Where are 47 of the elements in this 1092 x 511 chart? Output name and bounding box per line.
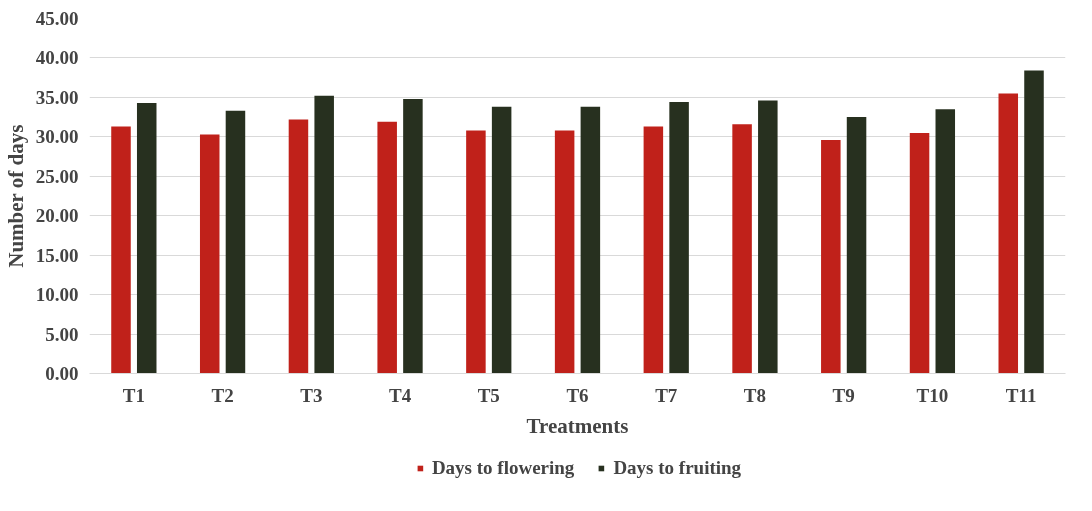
bar [1024,70,1044,374]
bar [199,134,220,374]
y-tick-label: 5.00 [45,323,79,345]
y-tick-label: 20.00 [35,205,79,227]
bar [314,95,334,374]
bar [225,110,246,374]
x-tick-label: T9 [832,384,855,406]
bar [732,124,752,374]
bar [466,130,486,374]
bar [669,102,689,374]
x-tick-label: T10 [916,384,949,406]
bar [111,126,131,374]
legend-label: Days to flowering [431,456,575,479]
y-tick-label: 25.00 [35,165,79,187]
y-tick-label: 15.00 [35,244,79,266]
bar [491,106,512,374]
bar [909,132,930,374]
y-tick-label: 40.00 [35,47,79,69]
y-tick-label: 10.00 [35,284,79,306]
y-tick-label: 35.00 [35,86,79,108]
bar [846,117,867,374]
x-tick-label: T11 [1005,384,1037,406]
bar [403,98,423,374]
y-tick-label: 0.00 [45,363,79,384]
y-axis-title: Number of days [3,124,28,268]
x-tick-label: T1 [122,384,145,406]
y-tick-label: 30.00 [35,126,79,148]
bar [288,119,309,374]
y-tick-label: 45.00 [35,8,79,29]
x-tick-label: T2 [211,384,234,406]
x-axis-title: Treatments [526,413,629,438]
bar [580,106,601,374]
x-tick-label: T4 [388,384,412,406]
bar [377,121,397,374]
bar [758,100,778,374]
bar [643,126,664,374]
bar [136,102,157,374]
bar [554,130,575,374]
x-tick-label: T8 [743,384,767,406]
x-tick-label: T7 [655,384,678,406]
legend-label: Days to fruiting [613,456,742,479]
bar [998,93,1019,374]
bar [821,139,841,374]
x-tick-label: T6 [566,384,589,406]
bar [935,109,956,374]
x-tick-label: T3 [300,384,323,406]
x-tick-label: T5 [477,384,500,406]
